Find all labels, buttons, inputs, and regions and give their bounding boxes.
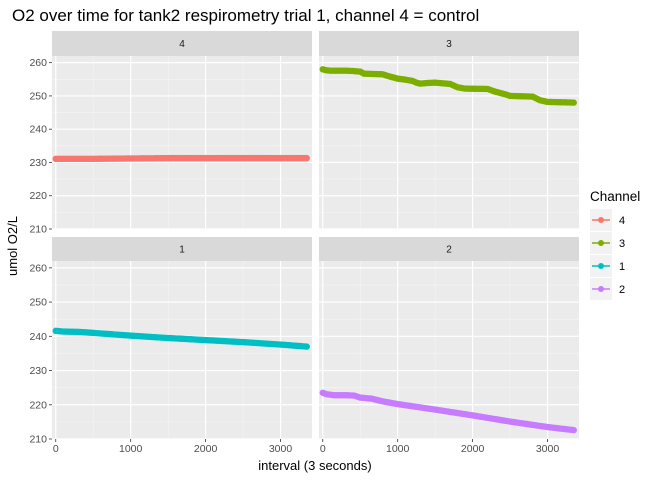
panel-strip-label: 4 xyxy=(179,39,185,50)
series-4-points xyxy=(52,154,310,163)
panel-strip-label: 3 xyxy=(446,39,452,50)
x-tick-label: 2000 xyxy=(461,443,485,455)
x-tick-label: 0 xyxy=(320,443,326,455)
panels-layer: 4 210 220 230 240 250 260 3 1 210 220 230 240 250 260 0… xyxy=(29,31,579,455)
y-tick-label: 260 xyxy=(29,262,47,274)
panel-strip-label: 1 xyxy=(179,245,185,256)
y-tick-label: 220 xyxy=(29,190,47,202)
y-tick-label: 250 xyxy=(29,297,47,309)
panel-strip xyxy=(319,31,579,56)
series-1-points xyxy=(52,327,310,350)
x-tick-label: 2000 xyxy=(194,443,218,455)
data-point xyxy=(303,343,310,350)
y-tick-label: 210 xyxy=(29,434,47,446)
data-point xyxy=(570,99,577,106)
legend-title: Channel xyxy=(590,189,640,204)
legend-key-point xyxy=(598,217,604,223)
legend-key-point xyxy=(598,286,604,292)
legend-label-2: 2 xyxy=(619,284,625,296)
legend-key-point xyxy=(598,240,604,246)
x-axis-label: interval (3 seconds) xyxy=(258,458,371,473)
legend-label-3: 3 xyxy=(619,238,625,250)
x-tick-label: 3000 xyxy=(269,443,293,455)
legend-label-1: 1 xyxy=(619,261,625,273)
y-tick-label: 230 xyxy=(29,365,47,377)
panel-2: 2 0 1000 2000 3000 xyxy=(319,237,579,455)
legend: Channel 4 3 1 2 xyxy=(590,189,640,300)
panel-strip xyxy=(52,237,312,261)
y-tick-label: 250 xyxy=(29,90,47,102)
series-3-points xyxy=(319,66,577,106)
panel-background xyxy=(52,56,312,229)
y-tick-label: 240 xyxy=(29,331,47,343)
x-tick-label: 1000 xyxy=(386,443,410,455)
panel-3: 3 xyxy=(319,31,579,230)
panel-strip xyxy=(52,31,312,56)
panel-strip xyxy=(319,237,579,261)
legend-label-4: 4 xyxy=(619,215,625,227)
y-tick-label: 260 xyxy=(29,57,47,69)
panel-background xyxy=(52,261,312,439)
y-axis-label: umol O2/L xyxy=(5,216,20,276)
x-tick-label: 1000 xyxy=(119,443,143,455)
data-point xyxy=(570,426,577,434)
legend-key-point xyxy=(598,263,604,269)
chart-title: O2 over time for tank2 respirometry tria… xyxy=(12,6,479,25)
x-tick-label: 0 xyxy=(53,443,59,455)
panel-1: 1 210 220 230 240 250 260 0 1000 2000 3000 xyxy=(29,237,312,455)
panel-strip-label: 2 xyxy=(446,245,452,256)
series-2-points xyxy=(319,389,577,434)
x-tick-label: 3000 xyxy=(536,443,560,455)
y-tick-label: 220 xyxy=(29,399,47,411)
y-tick-label: 240 xyxy=(29,124,47,136)
y-tick-label: 230 xyxy=(29,157,47,169)
y-tick-label: 210 xyxy=(29,224,47,236)
panel-4: 4 210 220 230 240 250 260 xyxy=(29,31,312,236)
data-point xyxy=(303,154,310,162)
